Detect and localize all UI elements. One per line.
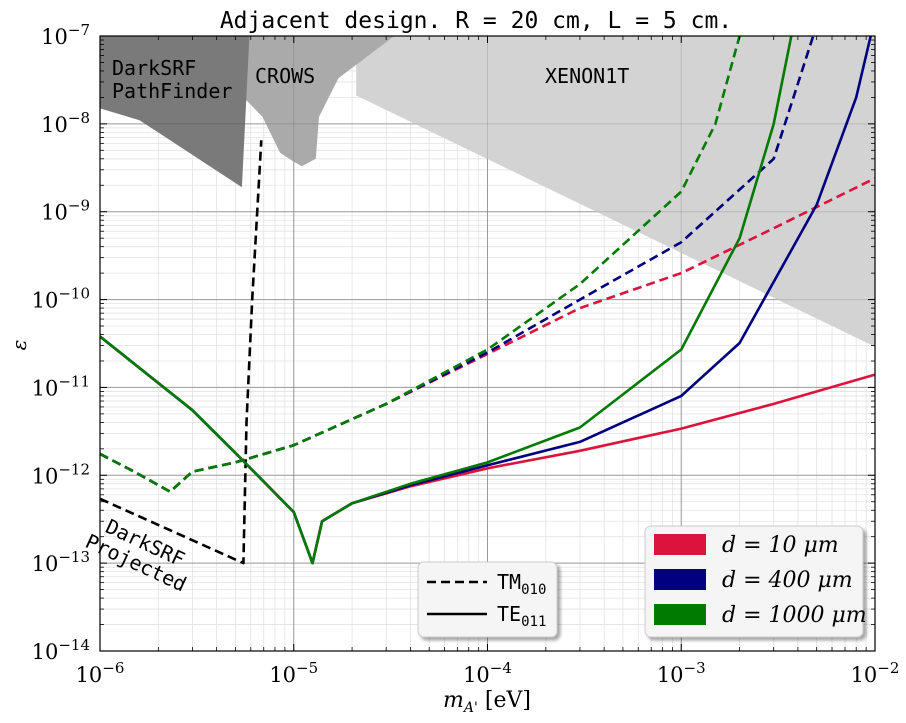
x-tick-label: 10−5 — [269, 659, 318, 687]
legend-thickness-label: d = 400 μm — [722, 568, 853, 593]
region-xenon1t — [356, 36, 875, 347]
legend-mode-label: TM010 — [497, 570, 546, 598]
y-tick-label: 10−11 — [32, 372, 90, 400]
excluded-regions — [100, 36, 875, 347]
legend-thickness-swatch — [654, 534, 706, 555]
chart-title: Adjacent design. R = 20 cm, L = 5 cm. — [220, 8, 732, 34]
tick-labels: 10−6 10−5 10−4 10−3 10−2 10−14 10−13 10−12 10−11… — [32, 21, 900, 687]
legend-mode-box — [417, 561, 558, 638]
y-tick-label: 10−10 — [32, 285, 90, 313]
y-tick-label: 10−8 — [41, 109, 90, 137]
series-line — [100, 36, 793, 565]
y-tick-label: 10−12 — [32, 460, 90, 488]
x-tick-label: 10−6 — [76, 659, 125, 687]
region-crows — [235, 36, 395, 167]
legend-mode: TM010 TE011 — [417, 561, 558, 638]
axis-ticks — [99, 35, 876, 652]
x-tick-label: 10−2 — [851, 659, 900, 687]
legend-thickness-swatch — [654, 569, 706, 590]
x-axis-label: mA' [eV] — [443, 688, 531, 716]
y-tick-label: 10−13 — [32, 548, 90, 576]
legend-mode-label: TE011 — [497, 602, 546, 630]
region-label: CROWS — [255, 64, 315, 88]
legend-thickness: d = 10 μm d = 400 μm d = 1000 μm — [644, 525, 867, 638]
series-line — [100, 140, 263, 565]
legend-thickness-label: d = 10 μm — [722, 533, 839, 558]
y-tick-label: 10−9 — [41, 197, 90, 225]
series-lines — [100, 36, 875, 565]
legend-thickness-label: d = 1000 μm — [722, 603, 867, 628]
x-tick-label: 10−4 — [463, 659, 512, 687]
x-tick-label: 10−3 — [657, 659, 706, 687]
y-tick-label: 10−7 — [41, 21, 90, 49]
region-labels: XENON1T CROWS DarkSRF PathFinder — [112, 56, 629, 103]
region-darksrf — [100, 36, 250, 188]
region-label: DarkSRF PathFinder — [112, 56, 232, 103]
series-line — [100, 36, 741, 493]
region-label: XENON1T — [545, 64, 629, 88]
legend-thickness-swatch — [654, 604, 706, 625]
y-tick-label: 10−14 — [32, 636, 90, 664]
y-axis-label: ε — [7, 340, 31, 351]
